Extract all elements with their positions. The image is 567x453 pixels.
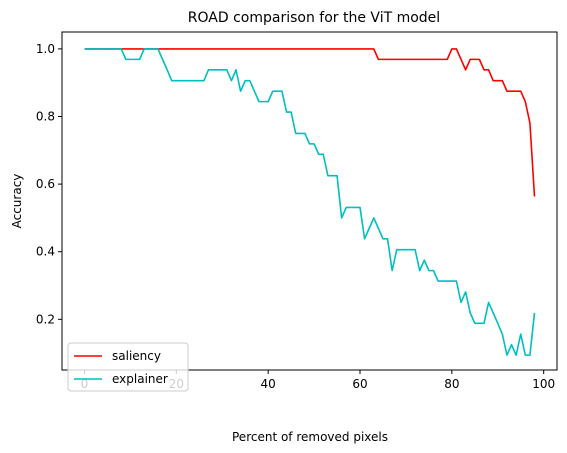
y-axis: 0.2 0.4 0.6 0.8 1.0: [36, 42, 62, 326]
y-tick-label: 0.8: [36, 110, 55, 124]
series-layer: [84, 48, 536, 356]
legend: saliency explainer: [67, 342, 189, 392]
series-line-explainer: [84, 48, 536, 356]
x-axis-label: Percent of removed pixels: [232, 430, 388, 444]
y-tick-label: 0.6: [36, 177, 55, 191]
chart-title: ROAD comparison for the ViT model: [188, 10, 440, 26]
x-tick-label: 60: [352, 377, 367, 391]
legend-label-saliency: saliency: [112, 349, 161, 363]
x-tick-label: 80: [444, 377, 459, 391]
y-tick-label: 1.0: [36, 42, 55, 56]
legend-label-explainer: explainer: [112, 372, 168, 386]
y-axis-label: Accuracy: [10, 174, 24, 229]
x-tick-label: 100: [532, 377, 555, 391]
series-line-saliency: [84, 48, 536, 197]
plot-area-frame: [61, 31, 558, 371]
y-tick-label: 0.4: [36, 245, 55, 259]
x-tick-label: 40: [261, 377, 276, 391]
y-tick-label: 0.2: [36, 312, 55, 326]
